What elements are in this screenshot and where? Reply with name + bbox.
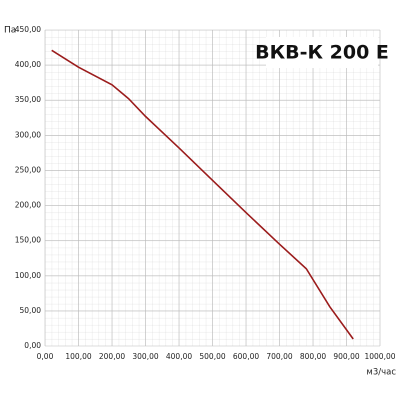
x-tick-label: 600,00 (233, 352, 259, 361)
y-tick-label: 450,00 (15, 25, 41, 34)
y-tick-label: 200,00 (15, 201, 41, 210)
title-box (266, 37, 378, 68)
x-tick-label: 400,00 (166, 352, 192, 361)
y-tick-label: 100,00 (15, 271, 41, 280)
series-line (51, 49, 354, 340)
x-tick-label: 700,00 (266, 352, 292, 361)
y-tick-label: 400,00 (15, 60, 41, 69)
y-tick-label: 300,00 (15, 130, 41, 139)
x-tick-label: 100,00 (65, 352, 91, 361)
chart-title: ВКВ-К 200 Е (255, 42, 389, 64)
y-tick-label: 50,00 (20, 306, 42, 315)
y-tick-label: 350,00 (15, 95, 41, 104)
x-tick-label: 300,00 (132, 352, 158, 361)
x-tick-label: 0,00 (37, 352, 54, 361)
x-tick-label: 500,00 (199, 352, 225, 361)
y-tick-label: 250,00 (15, 165, 41, 174)
x-tick-label: 200,00 (99, 352, 125, 361)
x-tick-label: 800,00 (300, 352, 326, 361)
x-axis-label: м3/час (366, 368, 396, 378)
x-tick-label: 1000,00 (364, 352, 395, 361)
x-tick-label: 900,00 (333, 352, 359, 361)
y-tick-label: 150,00 (15, 236, 41, 245)
y-tick-label: 0,00 (24, 341, 41, 350)
y-axis-label: Па (4, 26, 16, 36)
